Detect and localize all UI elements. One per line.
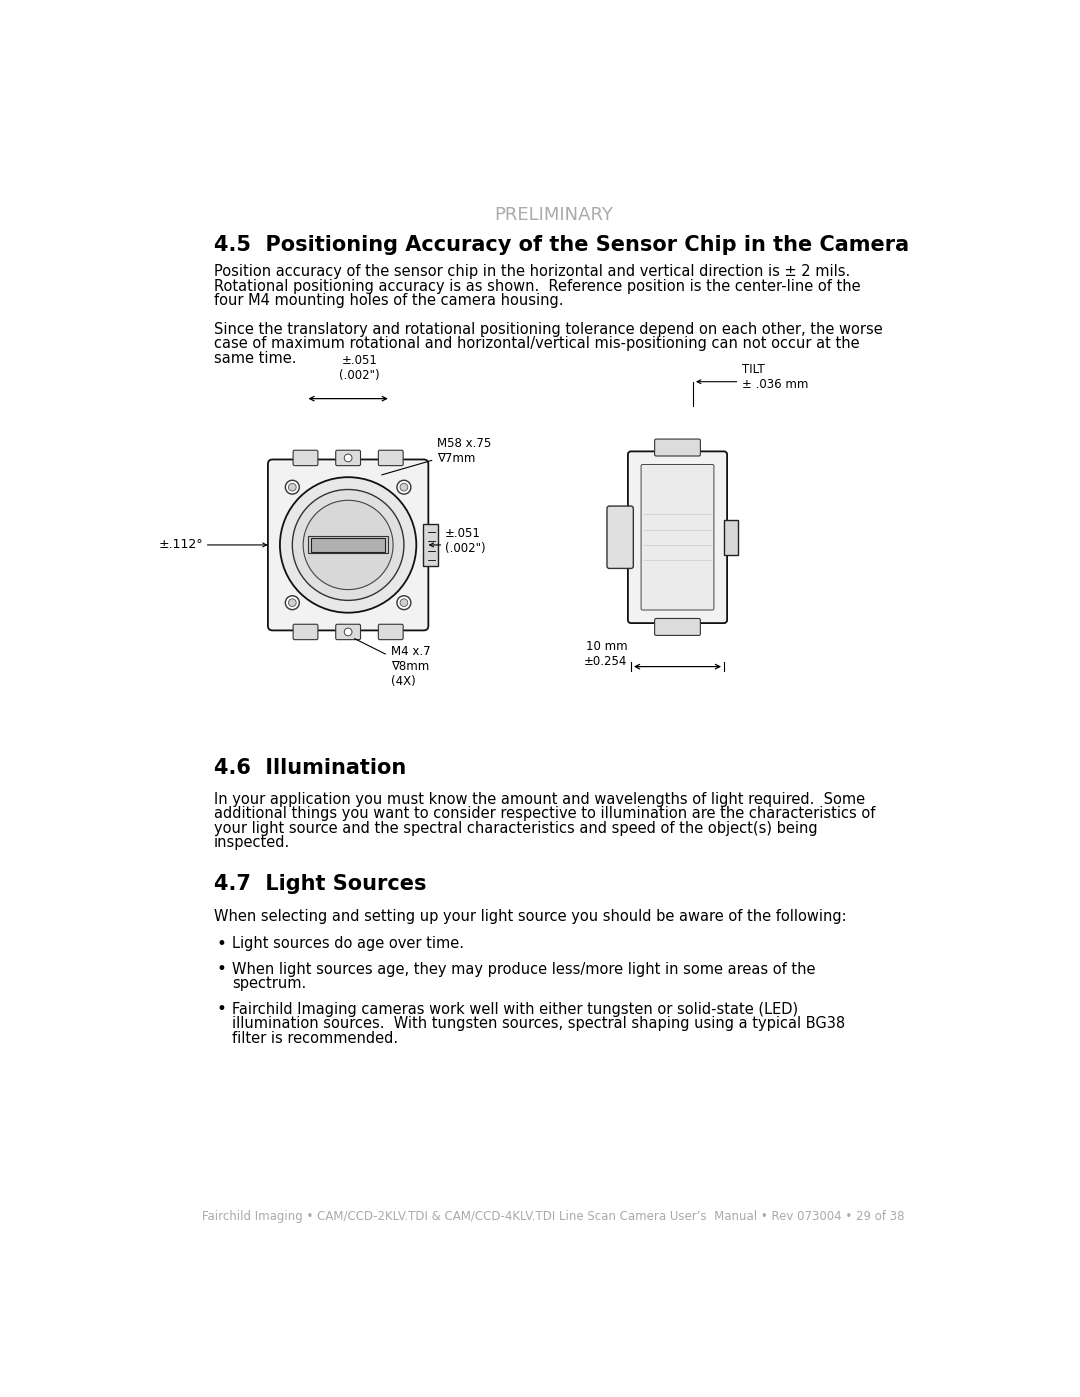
Circle shape <box>280 478 416 613</box>
Text: 10 mm
±0.254: 10 mm ±0.254 <box>584 640 627 668</box>
Text: •: • <box>217 935 227 953</box>
FancyBboxPatch shape <box>378 450 403 465</box>
Text: Rotational positioning accuracy is as shown.  Reference position is the center-l: Rotational positioning accuracy is as sh… <box>214 279 861 293</box>
Text: Position accuracy of the sensor chip in the horizontal and vertical direction is: Position accuracy of the sensor chip in … <box>214 264 850 279</box>
Text: Fairchild Imaging cameras work well with either tungsten or solid-state (LED): Fairchild Imaging cameras work well with… <box>232 1002 798 1017</box>
FancyBboxPatch shape <box>268 460 429 630</box>
FancyBboxPatch shape <box>336 624 361 640</box>
FancyBboxPatch shape <box>724 520 738 555</box>
Text: PRELIMINARY: PRELIMINARY <box>494 207 613 225</box>
Text: 4.7  Light Sources: 4.7 Light Sources <box>214 873 427 894</box>
FancyBboxPatch shape <box>654 619 700 636</box>
Circle shape <box>397 481 410 495</box>
Text: When selecting and setting up your light source you should be aware of the follo: When selecting and setting up your light… <box>214 908 847 923</box>
Text: ±.112°: ±.112° <box>159 538 203 552</box>
Text: ±.051
(.002"): ±.051 (.002") <box>339 353 380 381</box>
Text: TILT
± .036 mm: TILT ± .036 mm <box>742 363 808 391</box>
Circle shape <box>397 595 410 609</box>
Circle shape <box>400 483 408 490</box>
Text: Fairchild Imaging • CAM/CCD-2KLV.TDI & CAM/CCD-4KLV.TDI Line Scan Camera User’s : Fairchild Imaging • CAM/CCD-2KLV.TDI & C… <box>202 1210 905 1222</box>
Text: four M4 mounting holes of the camera housing.: four M4 mounting holes of the camera hou… <box>214 293 564 309</box>
Text: ±.051
(.002"): ±.051 (.002") <box>445 527 486 555</box>
Text: inspected.: inspected. <box>214 835 291 851</box>
FancyBboxPatch shape <box>607 506 633 569</box>
Text: M4 x.7
∇8mm
(4X): M4 x.7 ∇8mm (4X) <box>354 638 430 689</box>
Text: M58 x.75
∇7mm: M58 x.75 ∇7mm <box>382 437 491 475</box>
Text: In your application you must know the amount and wavelengths of light required. : In your application you must know the am… <box>214 792 865 806</box>
FancyBboxPatch shape <box>654 439 700 455</box>
Text: Light sources do age over time.: Light sources do age over time. <box>232 936 464 951</box>
Circle shape <box>345 454 352 462</box>
Text: spectrum.: spectrum. <box>232 977 306 992</box>
FancyBboxPatch shape <box>642 464 714 610</box>
FancyBboxPatch shape <box>311 538 384 552</box>
Text: case of maximum rotational and horizontal/vertical mis-positioning can not occur: case of maximum rotational and horizonta… <box>214 337 860 352</box>
Text: additional things you want to consider respective to illumination are the charac: additional things you want to consider r… <box>214 806 876 821</box>
Circle shape <box>345 629 352 636</box>
Circle shape <box>285 481 299 495</box>
Text: filter is recommended.: filter is recommended. <box>232 1031 399 1046</box>
Text: •: • <box>217 960 227 978</box>
Circle shape <box>288 483 296 490</box>
Text: your light source and the spectral characteristics and speed of the object(s) be: your light source and the spectral chara… <box>214 821 818 835</box>
Text: When light sources age, they may produce less/more light in some areas of the: When light sources age, they may produce… <box>232 961 815 977</box>
FancyBboxPatch shape <box>336 450 361 465</box>
Text: 4.6  Illumination: 4.6 Illumination <box>214 759 406 778</box>
Circle shape <box>303 500 393 590</box>
Text: 4.5  Positioning Accuracy of the Sensor Chip in the Camera: 4.5 Positioning Accuracy of the Sensor C… <box>214 235 909 254</box>
FancyBboxPatch shape <box>627 451 727 623</box>
Text: illumination sources.  With tungsten sources, spectral shaping using a typical B: illumination sources. With tungsten sour… <box>232 1017 845 1031</box>
FancyBboxPatch shape <box>293 624 318 640</box>
FancyBboxPatch shape <box>423 524 438 566</box>
Text: •: • <box>217 1000 227 1018</box>
Text: Since the translatory and rotational positioning tolerance depend on each other,: Since the translatory and rotational pos… <box>214 321 882 337</box>
Text: same time.: same time. <box>214 351 297 366</box>
Circle shape <box>400 599 408 606</box>
FancyBboxPatch shape <box>293 450 318 465</box>
Circle shape <box>285 595 299 609</box>
FancyBboxPatch shape <box>378 624 403 640</box>
Circle shape <box>293 489 404 601</box>
Circle shape <box>288 599 296 606</box>
FancyBboxPatch shape <box>308 536 388 553</box>
